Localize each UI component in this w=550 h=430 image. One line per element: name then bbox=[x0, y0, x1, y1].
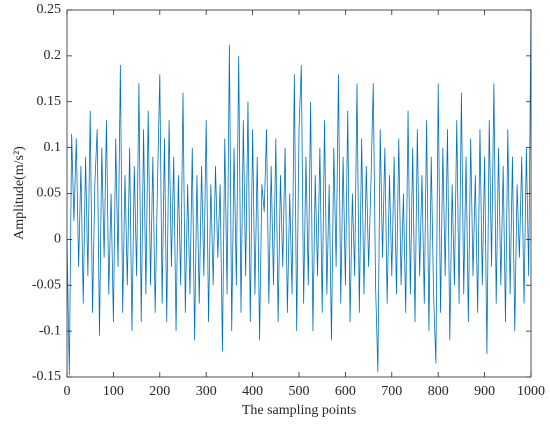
y-tick-label: -0.05 bbox=[32, 277, 61, 292]
x-tick-label: 700 bbox=[381, 384, 402, 399]
x-tick-label: 600 bbox=[335, 384, 356, 399]
y-tick-label: 0.15 bbox=[37, 94, 62, 109]
y-tick-label: 0 bbox=[54, 232, 61, 247]
y-axis-label: Amplitude(m/s²) bbox=[12, 146, 27, 240]
y-tick-label: -0.15 bbox=[32, 369, 61, 384]
y-tick-label: 0.2 bbox=[44, 48, 62, 63]
x-axis-label: The sampling points bbox=[242, 403, 356, 418]
x-tick-label: 300 bbox=[196, 384, 217, 399]
x-tick-label: 100 bbox=[103, 384, 124, 399]
plot-frame bbox=[66, 9, 532, 378]
x-tick-label: 200 bbox=[149, 384, 170, 399]
y-tick-label: -0.1 bbox=[39, 323, 61, 338]
x-tick-label: 1000 bbox=[517, 384, 545, 399]
x-tick-label: 900 bbox=[474, 384, 495, 399]
x-tick-label: 400 bbox=[242, 384, 263, 399]
x-tick-label: 500 bbox=[289, 384, 310, 399]
data-line bbox=[66, 9, 532, 376]
y-tick-label: 0.25 bbox=[37, 2, 62, 17]
x-tick-label: 800 bbox=[428, 384, 449, 399]
y-tick-label: 0.1 bbox=[44, 140, 62, 155]
y-tick-label: 0.05 bbox=[37, 186, 62, 201]
x-tick-label: 0 bbox=[64, 384, 71, 399]
